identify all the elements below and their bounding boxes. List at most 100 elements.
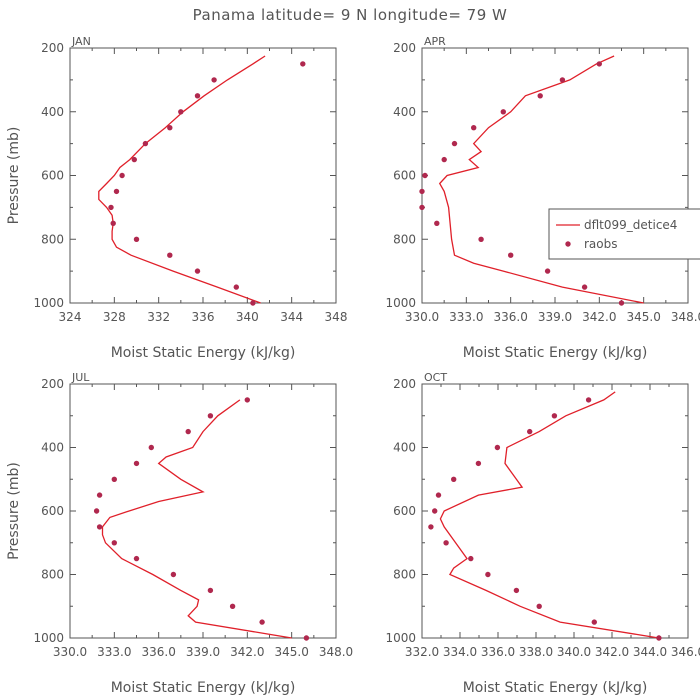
legend-raobs-label: raobs [584,237,618,251]
raob-point [300,61,306,67]
y-tick-label: 200 [393,41,416,55]
panel-month-label: JAN [71,35,91,48]
x-tick-label: 348 [325,310,348,324]
series-line-jan [98,55,266,304]
raob-point [303,635,310,641]
x-tick-label: 339.0 [538,310,572,324]
x-tick-label: 344 [280,310,303,324]
y-axis-title: Pressure (mb) [6,462,22,560]
y-tick-label: 800 [41,232,64,246]
raob-point [468,555,474,562]
y-tick-label: 800 [393,568,416,582]
raob-point [435,492,442,498]
y-tick-label: 600 [41,169,64,183]
y-tick-label: 1000 [385,631,416,645]
raob-point [207,587,214,594]
raob-point [108,204,114,211]
x-axis-title: Moist Static Energy (kJ/kg) [463,345,648,361]
y-tick-label: 1000 [33,631,64,645]
x-tick-label: 334.0 [443,645,477,659]
y-tick-label: 600 [393,169,416,183]
raob-point [142,140,149,147]
figure-title: Panama latitude= 9 N longitude= 79 W [192,6,508,24]
raob-point [451,476,457,482]
x-tick-label: 342.0 [582,310,616,324]
panel-month-label: OCT [424,371,447,384]
raob-point [233,284,239,290]
raob-point [451,140,458,147]
raob-point [119,172,125,179]
raob-point [500,109,506,115]
y-tick-label: 400 [393,441,416,455]
raob-point [133,555,140,562]
x-tick-label: 342.0 [230,645,264,659]
x-tick-label: 330.0 [53,645,87,659]
raob-point [113,188,120,195]
x-tick-label: 348.0 [671,310,700,324]
raob-point [551,413,558,419]
y-tick-label: 400 [41,105,64,119]
panel-month-label: APR [424,35,446,48]
raob-point [428,524,434,530]
x-axis-title: Moist Static Energy (kJ/kg) [463,680,648,696]
series-line-jul [101,399,292,639]
x-tick-label: 336.0 [141,645,175,659]
raob-point [434,220,440,226]
panel-month-label: JUL [71,371,90,384]
y-tick-label: 800 [41,568,64,582]
raob-point [443,540,449,546]
raob-point [167,125,173,131]
x-axis-title: Moist Static Energy (kJ/kg) [111,680,296,696]
raob-point [508,252,514,258]
legend-box [548,208,700,260]
raob-point [207,413,214,419]
raob-point [131,156,137,163]
y-tick-label: 600 [41,504,64,518]
raob-point [559,77,566,83]
x-axis-title: Moist Static Energy (kJ/kg) [111,345,296,361]
x-tick-label: 344.0 [633,645,667,659]
raob-point [110,220,116,226]
x-tick-label: 345.0 [274,645,308,659]
raob-point [475,460,482,467]
raob-point [485,571,491,578]
y-tick-label: 1000 [33,296,64,310]
raob-point [170,571,177,578]
plot-frame [421,47,689,304]
x-tick-label: 332.0 [405,645,439,659]
raob-point [229,603,236,609]
plot-frame [69,47,337,304]
raob-point [111,540,118,546]
raob-point [513,587,520,594]
raob-point [585,397,592,403]
raob-point [244,397,250,403]
raob-point [544,268,551,274]
raob-point [591,619,597,625]
legend-model-label: dflt099_detice4 [584,218,677,232]
raob-point [111,476,118,482]
x-tick-label: 328 [103,310,126,324]
x-tick-label: 330.0 [405,310,439,324]
legend-dot-swatch [565,241,571,247]
x-tick-label: 346.0 [671,645,700,659]
plot-frame [69,383,337,639]
raob-point [93,508,100,514]
x-tick-label: 340 [236,310,259,324]
raob-point [133,460,140,467]
x-tick-label: 332 [147,310,170,324]
y-tick-label: 400 [393,105,416,119]
y-axis-title: Pressure (mb) [6,127,22,225]
raob-point [432,508,438,514]
series-line-apr [438,55,644,304]
y-tick-label: 600 [393,504,416,518]
x-tick-label: 338.0 [519,645,553,659]
raob-point [596,61,602,67]
y-tick-label: 200 [393,377,416,391]
raob-point [167,252,173,258]
raob-point [536,603,542,609]
